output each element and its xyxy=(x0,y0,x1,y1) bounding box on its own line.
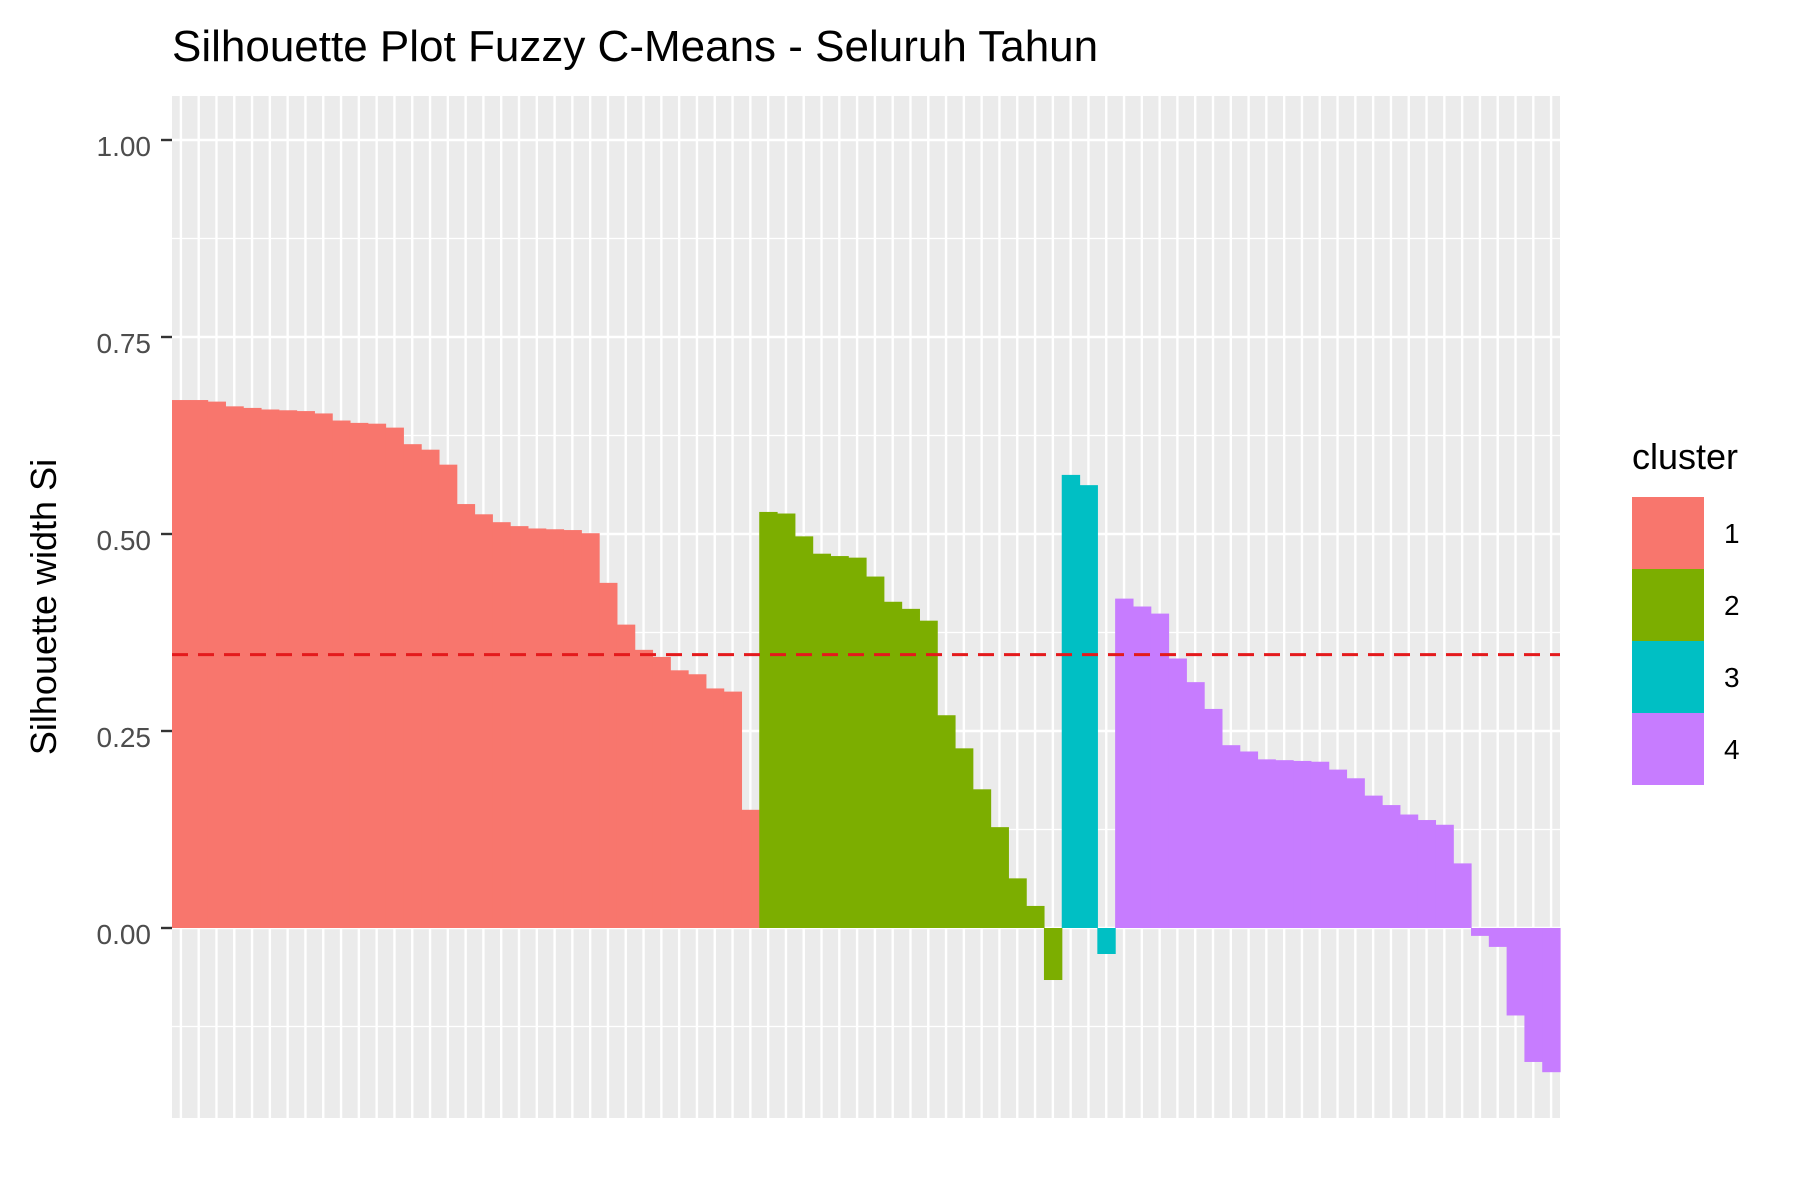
bar-cluster-4 xyxy=(1132,606,1152,928)
bar-cluster-1 xyxy=(510,526,529,928)
bar-cluster-4 xyxy=(1239,751,1259,928)
bar-cluster-2 xyxy=(990,827,1009,928)
bar-cluster-4 xyxy=(1506,928,1526,1016)
bar-cluster-4 xyxy=(1204,708,1223,928)
bar-cluster-1 xyxy=(634,649,654,928)
bar-cluster-1 xyxy=(492,522,511,928)
bar-cluster-1 xyxy=(688,674,707,928)
legend-label-cluster-3: 3 xyxy=(1724,662,1740,693)
bar-cluster-1 xyxy=(456,504,476,928)
legend: cluster 1 2 3 4 xyxy=(1632,436,1740,785)
bar-cluster-1 xyxy=(723,691,743,928)
bar-cluster-1 xyxy=(243,407,262,928)
bar-cluster-4 xyxy=(1257,759,1276,928)
bar-cluster-4 xyxy=(1293,760,1312,928)
y-tick-label: 0.00 xyxy=(97,919,152,950)
bar-cluster-1 xyxy=(474,514,493,928)
bar-cluster-1 xyxy=(260,409,280,928)
y-tick-label: 0.50 xyxy=(97,525,152,556)
bar-cluster-3 xyxy=(1097,928,1116,954)
bar-cluster-4 xyxy=(1310,761,1330,928)
bar-cluster-4 xyxy=(1221,745,1241,928)
bar-cluster-4 xyxy=(1150,613,1170,928)
bar-cluster-4 xyxy=(1399,814,1419,928)
bar-cluster-2 xyxy=(1043,928,1063,981)
y-axis: 1.00 0.75 0.50 0.25 0.00 xyxy=(97,131,172,950)
bar-cluster-1 xyxy=(670,670,689,928)
bar-cluster-4 xyxy=(1382,805,1401,928)
bar-cluster-4 xyxy=(1275,760,1294,928)
bar-cluster-1 xyxy=(616,624,636,928)
y-axis-label: Silhouette width Si xyxy=(23,459,64,755)
bar-cluster-1 xyxy=(207,401,226,928)
legend-title: cluster xyxy=(1632,436,1738,477)
legend-key-cluster-4 xyxy=(1632,713,1704,785)
bar-cluster-1 xyxy=(563,530,582,928)
bar-cluster-1 xyxy=(403,444,422,928)
y-axis-ticks xyxy=(161,138,172,930)
bar-cluster-2 xyxy=(937,715,956,928)
silhouette-bars xyxy=(172,400,1561,1073)
legend-key-cluster-3 xyxy=(1632,641,1704,713)
bar-cluster-2 xyxy=(1008,878,1027,928)
bar-cluster-1 xyxy=(296,411,315,928)
bar-cluster-1 xyxy=(349,422,369,928)
bar-cluster-1 xyxy=(172,400,191,928)
bar-cluster-1 xyxy=(225,406,244,929)
bar-cluster-1 xyxy=(705,688,725,928)
bar-cluster-1 xyxy=(599,582,618,928)
legend-key-cluster-2 xyxy=(1632,569,1704,641)
bar-cluster-2 xyxy=(883,601,903,928)
bar-cluster-1 xyxy=(385,427,404,928)
legend-key-cluster-1 xyxy=(1632,497,1704,569)
bar-cluster-4 xyxy=(1417,820,1437,928)
bar-cluster-2 xyxy=(866,576,885,928)
bar-cluster-2 xyxy=(901,608,920,928)
bar-cluster-2 xyxy=(972,789,992,928)
bar-cluster-2 xyxy=(919,620,938,928)
bar-cluster-4 xyxy=(1346,778,1365,928)
bar-cluster-4 xyxy=(1453,863,1472,928)
bar-cluster-1 xyxy=(527,528,547,928)
bar-cluster-2 xyxy=(777,513,796,928)
bar-cluster-1 xyxy=(421,449,440,928)
bar-cluster-4 xyxy=(1435,824,1454,928)
bar-cluster-1 xyxy=(741,809,760,928)
y-tick-label: 0.25 xyxy=(97,722,152,753)
bar-cluster-2 xyxy=(830,556,849,928)
bar-cluster-2 xyxy=(954,748,974,928)
bar-cluster-1 xyxy=(438,464,458,928)
bar-cluster-4 xyxy=(1115,598,1134,928)
bar-cluster-4 xyxy=(1328,769,1348,928)
legend-label-cluster-1: 1 xyxy=(1724,518,1740,549)
bar-cluster-2 xyxy=(848,557,867,928)
y-tick-label: 0.75 xyxy=(97,328,152,359)
bar-cluster-4 xyxy=(1471,928,1490,936)
legend-label-cluster-2: 2 xyxy=(1724,590,1740,621)
bar-cluster-4 xyxy=(1542,928,1561,1073)
bar-cluster-1 xyxy=(367,423,387,928)
bar-cluster-1 xyxy=(581,533,600,928)
bar-cluster-1 xyxy=(545,529,565,928)
bar-cluster-4 xyxy=(1488,928,1508,947)
bar-cluster-4 xyxy=(1364,795,1383,928)
bar-cluster-2 xyxy=(794,536,814,928)
bar-cluster-1 xyxy=(332,420,351,928)
bar-cluster-1 xyxy=(652,656,671,928)
chart-title: Silhouette Plot Fuzzy C-Means - Seluruh … xyxy=(172,22,1098,71)
bar-cluster-3 xyxy=(1079,485,1098,928)
bar-cluster-2 xyxy=(759,511,778,928)
bar-cluster-4 xyxy=(1186,682,1205,928)
legend-label-cluster-4: 4 xyxy=(1724,734,1740,765)
bar-cluster-4 xyxy=(1168,658,1187,928)
bar-cluster-2 xyxy=(812,553,832,928)
bar-cluster-1 xyxy=(314,413,333,928)
bar-cluster-1 xyxy=(278,410,298,928)
y-tick-label: 1.00 xyxy=(97,131,152,162)
bar-cluster-2 xyxy=(1026,905,1045,928)
bar-cluster-4 xyxy=(1524,928,1543,1062)
bar-cluster-1 xyxy=(189,400,209,928)
bar-cluster-3 xyxy=(1061,474,1081,928)
